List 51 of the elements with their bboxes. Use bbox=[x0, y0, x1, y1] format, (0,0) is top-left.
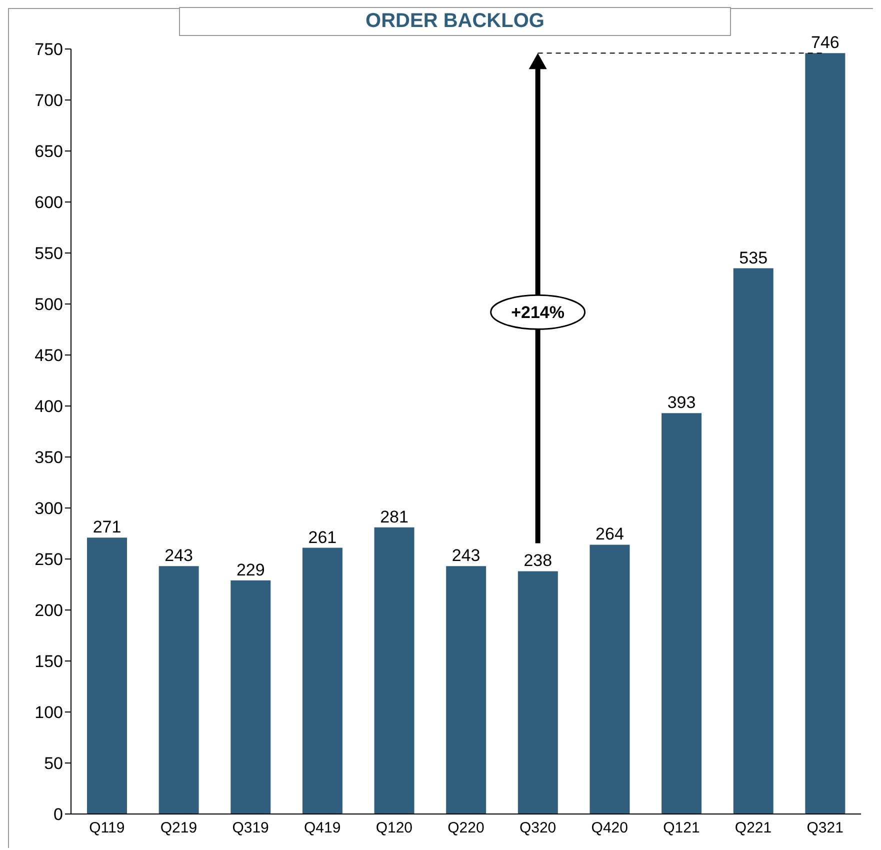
bar bbox=[446, 566, 486, 814]
bar bbox=[230, 580, 271, 814]
bar bbox=[518, 571, 558, 814]
y-tick-label: 250 bbox=[34, 550, 63, 570]
bar bbox=[87, 538, 127, 814]
y-tick-label: 150 bbox=[34, 652, 63, 672]
bar bbox=[590, 544, 630, 814]
x-tick-label: Q119 bbox=[89, 820, 125, 837]
y-tick-label: 550 bbox=[34, 244, 63, 264]
data-label: 229 bbox=[236, 560, 265, 580]
x-tick-label: Q120 bbox=[376, 820, 413, 837]
y-tick-label: 0 bbox=[54, 805, 63, 824]
x-tick-label: Q319 bbox=[232, 820, 269, 837]
data-label: 243 bbox=[452, 546, 480, 566]
data-label: 281 bbox=[380, 507, 408, 526]
bar bbox=[805, 53, 846, 814]
y-tick-label: 300 bbox=[34, 499, 63, 518]
chart-title: ORDER BACKLOG bbox=[179, 7, 731, 36]
y-tick-label: 750 bbox=[34, 40, 63, 60]
y-tick-label: 600 bbox=[34, 193, 63, 212]
data-label: 535 bbox=[739, 248, 768, 268]
y-tick-label: 200 bbox=[34, 601, 63, 620]
data-label: 271 bbox=[92, 518, 122, 537]
y-tick-label: 50 bbox=[44, 754, 63, 774]
data-label: 261 bbox=[308, 528, 337, 547]
y-tick-label: 500 bbox=[34, 295, 63, 314]
x-tick-label: Q221 bbox=[734, 820, 772, 837]
y-tick-label: 400 bbox=[34, 397, 63, 416]
data-label: 393 bbox=[667, 393, 696, 412]
y-tick-label: 650 bbox=[34, 142, 63, 162]
y-tick-label: 350 bbox=[34, 448, 63, 468]
data-label: 264 bbox=[596, 524, 624, 544]
data-label: 238 bbox=[524, 551, 552, 570]
x-tick-label: Q321 bbox=[806, 820, 844, 837]
y-tick-label: 450 bbox=[34, 346, 63, 366]
y-tick-label: 100 bbox=[34, 703, 63, 722]
x-tick-label: Q121 bbox=[663, 820, 700, 837]
x-tick-label: Q219 bbox=[160, 820, 198, 837]
data-label: 243 bbox=[164, 546, 194, 566]
y-tick-label: 700 bbox=[34, 91, 63, 110]
bar bbox=[374, 527, 414, 814]
bar bbox=[302, 548, 342, 814]
data-label: 746 bbox=[810, 33, 840, 52]
bar bbox=[158, 566, 199, 814]
bar bbox=[662, 413, 702, 814]
x-tick-label: Q320 bbox=[519, 820, 556, 837]
x-tick-label: Q220 bbox=[448, 820, 484, 837]
annotation: +214% bbox=[511, 303, 565, 322]
bar bbox=[733, 268, 774, 814]
x-tick-label: Q420 bbox=[591, 820, 628, 837]
x-tick-label: Q419 bbox=[304, 820, 341, 837]
